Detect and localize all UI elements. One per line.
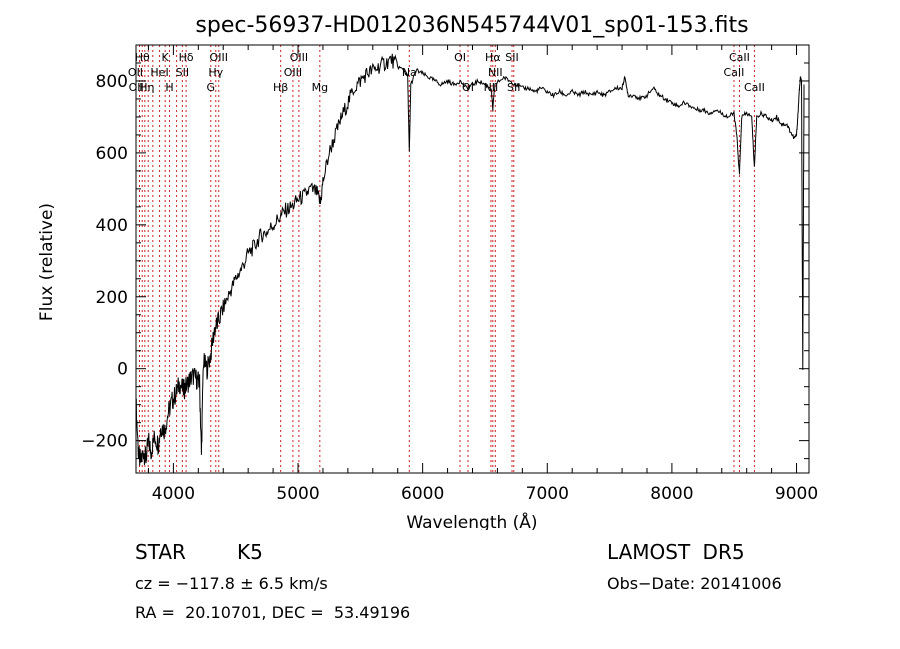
spectral-line-label: HeI bbox=[150, 66, 168, 79]
y-tick-label: 600 bbox=[96, 144, 128, 164]
x-axis-label: Wavelength (Å) bbox=[406, 511, 537, 530]
x-axis: 4000 5000 6000 7000 8000 9000 bbox=[147, 45, 818, 504]
spectral-line-label: OII bbox=[129, 81, 144, 94]
redshift-value: cz = −117.8 ± 6.5 km/s bbox=[135, 574, 328, 593]
spectral-line-label: H bbox=[165, 81, 173, 94]
spectrum-line bbox=[135, 53, 805, 466]
object-subclass: K5 bbox=[237, 540, 263, 564]
spectrum-series bbox=[135, 53, 805, 466]
spectral-line-label: Hθ bbox=[135, 51, 150, 64]
observation-date: Obs−Date: 20141006 bbox=[607, 574, 782, 593]
spectral-line-label: OIII bbox=[290, 51, 308, 64]
spectral-line-label: NII bbox=[484, 81, 499, 94]
y-tick-label: 200 bbox=[96, 288, 128, 308]
spectral-line-label: OIII bbox=[284, 66, 302, 79]
object-class: STAR bbox=[135, 540, 186, 564]
x-tick-label: 6000 bbox=[401, 484, 444, 504]
spectral-line-label: Hη bbox=[139, 81, 154, 94]
spectral-line-label: OIII bbox=[210, 51, 228, 64]
spectral-line-label: CaII bbox=[724, 66, 745, 79]
plot-frame bbox=[135, 44, 810, 474]
spectral-line-label: Mg bbox=[312, 81, 328, 94]
x-tick-label: 4000 bbox=[152, 484, 195, 504]
spectral-line-label: CaII bbox=[729, 51, 750, 64]
spectral-line-label: Hγ bbox=[208, 66, 223, 79]
x-tick-label: 7000 bbox=[526, 484, 569, 504]
y-axis-label: Flux (relative) bbox=[37, 203, 57, 321]
y-tick-label: 400 bbox=[96, 216, 128, 236]
spectral-line-label: Hα bbox=[485, 51, 501, 64]
x-tick-label: 5000 bbox=[276, 484, 319, 504]
spectral-line-label: K bbox=[162, 51, 170, 64]
coordinates: RA = 20.10701, DEC = 53.49196 bbox=[135, 603, 411, 622]
x-tick-label: 8000 bbox=[650, 484, 693, 504]
y-tick-label: 800 bbox=[96, 72, 128, 92]
spectral-line-label: NII bbox=[488, 66, 503, 79]
y-tick-label: 0 bbox=[117, 360, 128, 380]
spectral-line-label: Na bbox=[402, 66, 417, 79]
x-tick-label: 9000 bbox=[775, 484, 818, 504]
survey-name: LAMOST DR5 bbox=[607, 540, 745, 564]
spectral-line-markers bbox=[138, 45, 755, 473]
y-axis: −200 0 200 400 600 800 bbox=[81, 44, 809, 460]
chart-title: spec-56937-HD012036N545744V01_sp01-153.f… bbox=[195, 13, 748, 38]
spectral-line-label: SII bbox=[507, 81, 520, 94]
spectrum-chart: spec-56937-HD012036N545744V01_sp01-153.f… bbox=[37, 13, 818, 530]
spectral-line-labels: OIIOIIHηHθHeIKHSIIHδGHγOIIIHβOIIIOIIIMgN… bbox=[128, 51, 765, 94]
spectral-line-label: Hβ bbox=[273, 81, 288, 94]
spectral-line-label: Hδ bbox=[179, 51, 194, 64]
spectral-line-label: OII bbox=[128, 66, 143, 79]
spectral-line-label: OI bbox=[454, 51, 466, 64]
spectral-line-label: OI bbox=[462, 81, 474, 94]
y-tick-label: −200 bbox=[81, 432, 128, 452]
spectral-line-label: G bbox=[207, 81, 216, 94]
spectral-line-label: SII bbox=[505, 51, 518, 64]
spectral-line-label: SII bbox=[176, 66, 189, 79]
spectral-line-label: CaII bbox=[744, 81, 765, 94]
